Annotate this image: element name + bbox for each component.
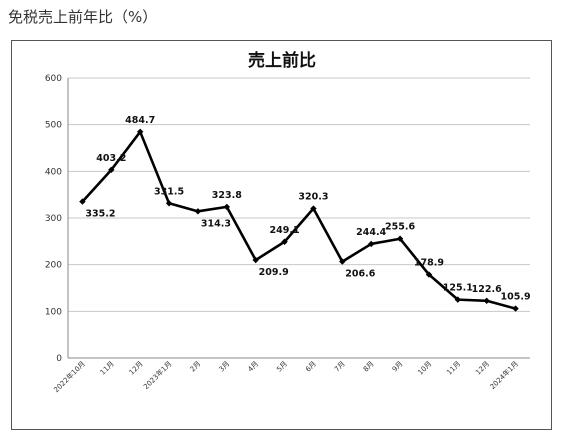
data-point — [310, 205, 317, 212]
x-tick-label: 10月 — [416, 360, 433, 377]
data-point — [252, 256, 259, 264]
data-label: 484.7 — [125, 115, 155, 126]
data-label: 403.2 — [96, 153, 126, 164]
x-tick-label: 2月 — [189, 360, 203, 374]
data-label: 105.9 — [501, 292, 531, 303]
data-label: 206.6 — [345, 269, 375, 280]
x-tick-label: 6月 — [304, 360, 318, 374]
x-tick-label: 11月 — [99, 360, 116, 377]
data-label: 323.8 — [212, 190, 242, 201]
y-tick-label: 200 — [45, 261, 62, 271]
x-tick-label: 4月 — [246, 360, 260, 374]
page-heading: 免税売上前年比（%） — [8, 8, 158, 26]
data-label: 244.4 — [356, 227, 386, 238]
x-tick-label: 2022年10月 — [52, 359, 87, 394]
data-label: 209.9 — [259, 267, 289, 278]
chart-frame: 売上前比 0 100 200 300 400 500 600 2022年10月 11月 12月 202… — [11, 40, 552, 430]
x-tick-label: 2024年1月 — [488, 359, 520, 391]
data-label: 178.9 — [414, 258, 444, 269]
data-label: 249.1 — [270, 225, 300, 236]
data-point — [339, 258, 346, 265]
data-label: 320.3 — [298, 192, 328, 203]
y-tick-label: 300 — [45, 214, 62, 224]
y-tick-label: 0 — [56, 354, 62, 364]
data-point — [79, 198, 86, 205]
data-point — [223, 203, 231, 211]
x-tick-label: 11月 — [445, 360, 462, 377]
data-label: 122.6 — [472, 284, 502, 295]
data-label: 331.5 — [154, 186, 184, 197]
x-tick-label: 12月 — [128, 360, 145, 377]
y-tick-label: 400 — [45, 167, 62, 177]
data-label: 314.3 — [201, 218, 231, 229]
data-point — [483, 297, 490, 304]
data-label: 335.2 — [85, 209, 115, 220]
data-point — [281, 238, 288, 245]
x-tick-label: 7月 — [333, 360, 347, 374]
x-tick-label: 9月 — [391, 360, 405, 374]
data-label: 255.6 — [385, 222, 415, 233]
x-tick-label: 2023年1月 — [141, 359, 173, 391]
data-point — [396, 235, 404, 242]
x-tick-label: 5月 — [275, 360, 289, 374]
y-tick-label: 600 — [45, 74, 62, 84]
data-point — [194, 208, 202, 215]
chart-title: 売上前比 — [248, 50, 316, 71]
series-line — [81, 130, 516, 310]
y-tick-label: 100 — [45, 307, 62, 317]
x-tick-label: 12月 — [474, 360, 491, 377]
data-point — [165, 200, 173, 207]
data-point — [512, 305, 519, 312]
data-point — [367, 240, 375, 248]
data-point — [454, 296, 462, 303]
x-tick-label: 8月 — [362, 360, 376, 374]
y-tick-label: 500 — [45, 121, 62, 131]
data-label: 125.1 — [443, 283, 473, 294]
x-tick-label: 3月 — [217, 360, 231, 374]
